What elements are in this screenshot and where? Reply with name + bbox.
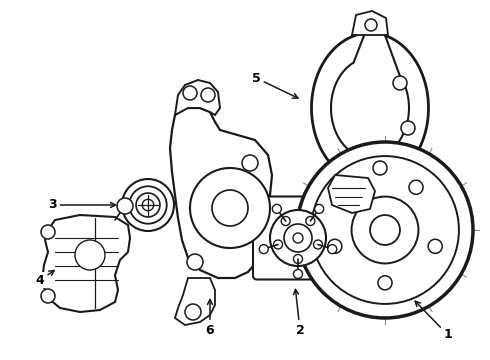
Circle shape — [242, 155, 258, 171]
Circle shape — [365, 19, 377, 31]
Polygon shape — [170, 108, 272, 278]
Circle shape — [272, 204, 281, 213]
Circle shape — [273, 240, 283, 249]
Circle shape — [183, 86, 197, 100]
Text: 5: 5 — [252, 72, 298, 98]
Circle shape — [281, 216, 290, 225]
Polygon shape — [328, 175, 375, 213]
Circle shape — [297, 142, 473, 318]
Circle shape — [351, 197, 418, 264]
Circle shape — [294, 270, 302, 279]
Circle shape — [294, 255, 302, 264]
Polygon shape — [352, 11, 388, 35]
Circle shape — [401, 121, 415, 135]
Circle shape — [142, 199, 154, 211]
Circle shape — [306, 216, 315, 225]
Circle shape — [201, 88, 215, 102]
Text: 1: 1 — [415, 301, 452, 342]
Circle shape — [328, 245, 337, 254]
Circle shape — [373, 161, 387, 175]
Circle shape — [409, 180, 423, 194]
Circle shape — [314, 240, 322, 249]
Circle shape — [259, 245, 268, 254]
Circle shape — [117, 198, 133, 214]
Circle shape — [185, 304, 201, 320]
Circle shape — [328, 239, 342, 253]
Circle shape — [190, 168, 270, 248]
Circle shape — [41, 289, 55, 303]
Polygon shape — [175, 278, 215, 325]
Circle shape — [212, 190, 248, 226]
Polygon shape — [42, 215, 130, 312]
Text: 3: 3 — [48, 198, 116, 211]
Text: 2: 2 — [294, 289, 304, 337]
Circle shape — [347, 180, 361, 194]
Circle shape — [75, 240, 105, 270]
Text: 6: 6 — [206, 300, 214, 337]
Circle shape — [284, 224, 312, 252]
Circle shape — [129, 186, 167, 224]
Circle shape — [270, 210, 326, 266]
Circle shape — [378, 276, 392, 290]
Circle shape — [428, 239, 442, 253]
Circle shape — [187, 254, 203, 270]
Circle shape — [393, 76, 407, 90]
Circle shape — [370, 215, 400, 245]
Circle shape — [293, 233, 303, 243]
Circle shape — [41, 225, 55, 239]
Circle shape — [122, 179, 174, 231]
Circle shape — [311, 156, 459, 304]
Circle shape — [315, 204, 324, 213]
Polygon shape — [175, 80, 220, 115]
Text: 4: 4 — [36, 270, 54, 287]
Circle shape — [136, 193, 160, 217]
FancyBboxPatch shape — [253, 197, 343, 279]
